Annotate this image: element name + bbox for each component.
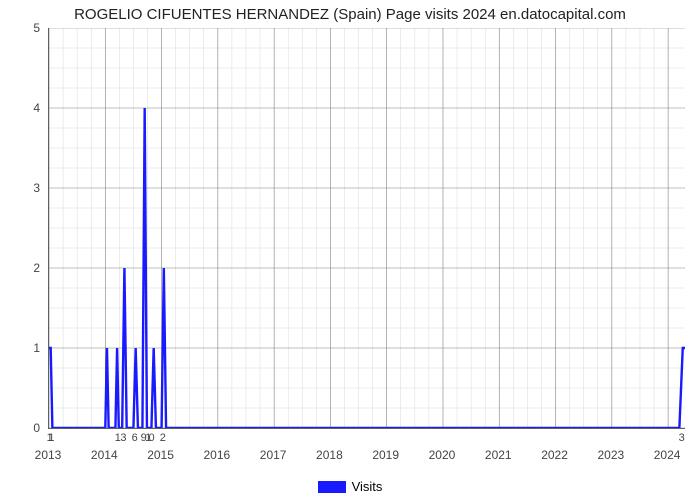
- y-tick-label: 3: [0, 181, 40, 195]
- y-tick-label: 5: [0, 21, 40, 35]
- legend-label: Visits: [352, 479, 383, 494]
- x-tick-label: 2015: [141, 448, 181, 462]
- data-point-label: 0: [148, 432, 154, 444]
- data-point-label: 3: [679, 432, 685, 444]
- x-tick-label: 2019: [366, 448, 406, 462]
- data-point-label: 3: [120, 432, 126, 444]
- legend-swatch: [318, 481, 346, 493]
- x-tick-label: 2016: [197, 448, 237, 462]
- data-point-label: 6: [132, 432, 138, 444]
- legend: Visits: [0, 479, 700, 494]
- x-tick-label: 2024: [647, 448, 687, 462]
- x-tick-label: 2022: [535, 448, 575, 462]
- x-tick-label: 2017: [253, 448, 293, 462]
- x-tick-label: 2013: [28, 448, 68, 462]
- data-point-label: 2: [160, 432, 166, 444]
- x-tick-label: 2018: [309, 448, 349, 462]
- y-tick-label: 0: [0, 421, 40, 435]
- x-tick-label: 2021: [478, 448, 518, 462]
- x-tick-label: 2023: [591, 448, 631, 462]
- y-tick-label: 2: [0, 261, 40, 275]
- chart-title: ROGELIO CIFUENTES HERNANDEZ (Spain) Page…: [0, 6, 700, 23]
- y-tick-label: 4: [0, 101, 40, 115]
- x-tick-label: 2020: [422, 448, 462, 462]
- x-tick-label: 2014: [84, 448, 124, 462]
- chart-svg: [49, 28, 685, 428]
- data-point-label: 1: [48, 432, 54, 444]
- y-tick-label: 1: [0, 341, 40, 355]
- plot-area: [48, 28, 685, 429]
